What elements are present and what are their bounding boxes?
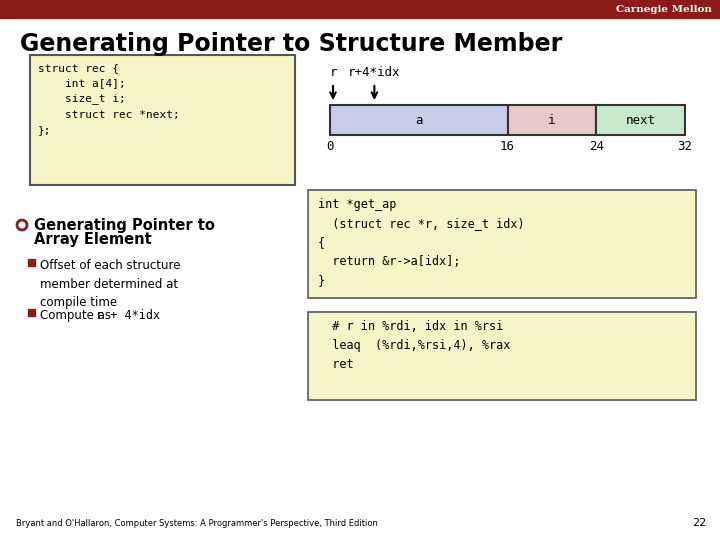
Text: Offset of each structure
member determined at
compile time: Offset of each structure member determin… [40,259,181,309]
Text: 0: 0 [326,140,334,153]
Bar [308,312,696,400]
Text: 24: 24 [589,140,604,153]
Bar [330,105,508,135]
Bar [596,105,685,135]
Text: i: i [548,113,556,126]
Bar [308,190,696,298]
Text: struct rec {
    int a[4];
    size_t i;
    struct rec *next;
};: struct rec { int a[4]; size_t i; struct … [38,63,180,134]
Bar [0,0,720,18]
Bar [28,309,35,316]
Text: Generating Pointer to Structure Member: Generating Pointer to Structure Member [20,32,562,56]
Text: r+4*idx: r+4*idx [348,66,400,79]
Text: r: r [329,66,337,79]
Text: Bryant and O'Hallaron, Computer Systems: A Programmer's Perspective, Third Editi: Bryant and O'Hallaron, Computer Systems:… [16,519,378,528]
Bar [30,55,295,185]
Text: 22: 22 [692,518,706,528]
Text: # r in %rdi, idx in %rsi
  leaq  (%rdi,%rsi,4), %rax
  ret: # r in %rdi, idx in %rsi leaq (%rdi,%rsi… [318,320,510,371]
Text: Array Element: Array Element [34,232,152,247]
Text: int *get_ap
  (struct rec *r, size_t idx)
{
  return &r->a[idx];
}: int *get_ap (struct rec *r, size_t idx) … [318,198,525,287]
Text: 32: 32 [678,140,693,153]
Text: next: next [626,113,656,126]
Text: Carnegie Mellon: Carnegie Mellon [616,4,712,14]
Text: r + 4*idx: r + 4*idx [96,309,160,322]
Bar [508,105,596,135]
Bar [28,259,35,266]
Text: Generating Pointer to: Generating Pointer to [34,218,215,233]
Text: 16: 16 [500,140,515,153]
Text: Compute as: Compute as [40,309,114,322]
Text: a: a [415,113,423,126]
